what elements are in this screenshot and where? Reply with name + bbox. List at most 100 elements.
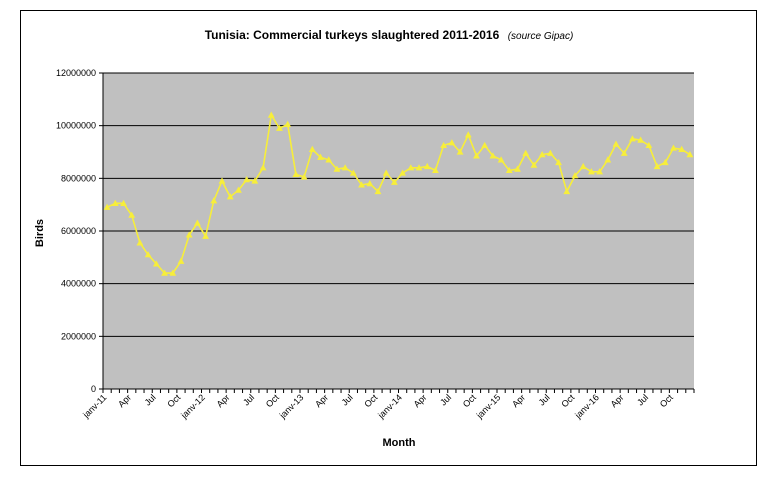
- y-tick-label: 0: [91, 384, 96, 394]
- data-point: [612, 140, 620, 147]
- data-point: [686, 151, 694, 158]
- y-tick-label: 4000000: [61, 279, 96, 289]
- x-tick-label: janv-14: [375, 392, 404, 421]
- data-point: [514, 165, 521, 172]
- data-point: [366, 180, 374, 187]
- x-tick-label: Apr: [215, 392, 232, 409]
- chart-title-group: Tunisia: Commercial turkeys slaughtered …: [205, 26, 574, 43]
- x-tick-label: Jul: [438, 392, 453, 407]
- data-point: [489, 152, 497, 159]
- data-point: [128, 211, 136, 218]
- data-point: [341, 164, 349, 171]
- data-point: [481, 141, 489, 149]
- x-tick-label: janv-13: [277, 392, 306, 421]
- data-point: [661, 158, 669, 166]
- gridlines: [99, 72, 694, 390]
- data-point: [300, 173, 308, 180]
- data-point: [292, 170, 300, 177]
- data-point: [103, 203, 111, 210]
- data-point: [440, 141, 448, 149]
- data-point: [456, 148, 464, 155]
- data-point: [678, 145, 686, 152]
- x-tick-label: janv-15: [474, 392, 503, 421]
- data-point: [473, 152, 480, 159]
- data-point: [185, 231, 193, 238]
- data-point: [177, 257, 185, 264]
- x-tick-label: Oct: [165, 392, 182, 409]
- data-point: [193, 219, 201, 226]
- data-point: [136, 239, 144, 246]
- data-point: [497, 156, 505, 163]
- x-tick-label: Oct: [362, 392, 379, 409]
- data-point: [218, 177, 226, 184]
- x-tick-label: Jul: [635, 392, 650, 407]
- data-point: [259, 164, 267, 171]
- data-point: [432, 166, 439, 174]
- data-point: [267, 111, 275, 118]
- data-point: [538, 151, 546, 158]
- data-point: [243, 176, 251, 183]
- data-point: [333, 165, 341, 172]
- line-chart: Tunisia: Commercial turkeys slaughtered …: [34, 26, 695, 449]
- data-point: [308, 145, 316, 152]
- data-point: [317, 153, 324, 160]
- x-tick-label: Jul: [537, 392, 552, 407]
- y-axis-label: Birds: [34, 219, 46, 247]
- chart-frame: Tunisia: Commercial turkeys slaughtered …: [20, 10, 757, 466]
- data-point: [120, 199, 127, 206]
- data-point: [645, 141, 653, 149]
- data-point: [144, 251, 152, 258]
- x-tick-label: Apr: [412, 392, 429, 409]
- x-tick-label: Oct: [264, 392, 281, 409]
- data-point: [464, 131, 472, 138]
- data-point: [407, 164, 415, 171]
- data-point: [202, 232, 210, 239]
- data-point: [579, 162, 587, 170]
- data-point: [169, 269, 177, 276]
- data-point: [629, 135, 636, 142]
- x-tick-label: Apr: [609, 392, 626, 409]
- x-tick-label: Oct: [461, 392, 478, 409]
- data-point: [390, 178, 398, 185]
- data-point: [546, 149, 554, 156]
- data-point: [555, 158, 562, 166]
- data-point: [571, 172, 579, 179]
- y-tick-label: 2000000: [61, 331, 96, 341]
- x-tick-label: Apr: [510, 392, 527, 409]
- x-tick-label: Oct: [559, 392, 576, 409]
- data-point: [251, 177, 259, 184]
- data-point: [210, 197, 218, 204]
- y-tick-label: 6000000: [61, 226, 96, 236]
- data-point: [276, 124, 283, 131]
- series-markers: [103, 111, 694, 276]
- data-point: [284, 120, 292, 127]
- data-point: [653, 162, 661, 170]
- data-point: [226, 193, 234, 200]
- chart-title: Tunisia: Commercial turkeys slaughtered …: [205, 28, 500, 42]
- data-point: [620, 149, 628, 156]
- x-tick-label: janv-11: [80, 392, 108, 420]
- data-point: [374, 187, 382, 195]
- chart-subtitle: (source Gipac): [508, 31, 574, 42]
- data-point: [587, 168, 595, 175]
- data-point: [423, 162, 431, 170]
- data-point: [448, 139, 456, 146]
- data-point: [325, 156, 333, 163]
- data-point: [399, 169, 407, 176]
- data-point: [235, 186, 242, 193]
- data-point: [161, 269, 168, 276]
- data-point: [530, 161, 538, 168]
- x-tick-label: Apr: [313, 392, 330, 409]
- data-point: [604, 156, 612, 163]
- y-tick-label: 10000000: [56, 121, 96, 131]
- x-tick-label: Apr: [116, 392, 133, 409]
- data-point: [522, 149, 530, 156]
- x-tick-label: Oct: [658, 392, 675, 409]
- data-point: [152, 260, 160, 267]
- data-point: [670, 144, 677, 151]
- data-point: [563, 187, 571, 195]
- data-point: [596, 168, 604, 175]
- axes: [102, 73, 695, 393]
- data-point: [358, 181, 365, 188]
